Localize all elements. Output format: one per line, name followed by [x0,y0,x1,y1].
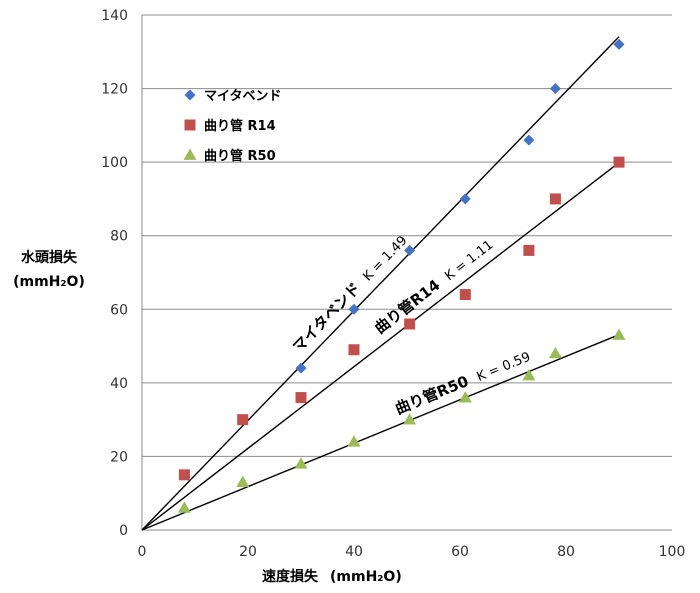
point-s0-5 [549,83,561,95]
point-s2-5 [458,391,472,403]
point-s2-1 [236,475,250,488]
y-tick-label-20: 20 [110,449,128,465]
point-s1-4 [404,318,416,330]
point-s0-2 [404,244,416,256]
legend-label-1: 曲り管 R14 [204,118,276,134]
point-s2-6 [522,369,536,381]
x-tick-label-60: 60 [451,544,469,560]
point-s2-7 [548,346,562,359]
point-s0-0 [295,362,307,374]
fit-line-2 [141,334,620,531]
legend-item-0: マイタベンド [184,89,281,104]
legend-item-2: 曲り管 R50 [183,148,276,164]
point-s2-4 [403,413,417,425]
y-tick-label-40: 40 [110,376,128,392]
x-axis-title-unit: (mmH₂O) [330,569,402,585]
legend-marker-2 [183,148,197,160]
point-s2-0 [177,501,191,513]
legend-marker-0 [184,89,196,101]
point-s1-6 [523,244,535,256]
y-axis-title-line1: 水頭損失 [21,249,78,266]
y-tick-label-140: 140 [101,8,128,24]
point-s1-8 [613,156,625,168]
y-tick-label-60: 60 [110,302,128,318]
x-tick-label-40: 40 [345,544,363,560]
grid-lines [142,14,672,457]
point-s1-0 [178,469,190,481]
y-tick-label-100: 100 [101,155,128,171]
x-tick-label-100: 100 [659,544,686,560]
point-s0-4 [523,134,535,146]
fit-line-1 [141,161,620,531]
data-points [177,38,626,513]
point-s1-2 [295,392,307,404]
point-s1-7 [549,193,561,205]
point-s1-1 [237,414,249,426]
x-tick-label-0: 0 [138,544,147,560]
x-tick-label-20: 20 [239,544,257,560]
y-tick-label-0: 0 [119,523,128,539]
point-s0-1 [348,303,360,315]
legend-label-0: マイタベンド [204,89,281,104]
tick-labels: 0 20 40 60 80 100 120 140 0 20 40 60 80 100 [101,8,685,560]
y-axis-title-line2: (mmH₂O) [13,274,85,290]
fit-line-0 [141,36,620,531]
x-tick-label-80: 80 [557,544,575,560]
point-s2-2 [294,457,308,469]
point-s2-3 [347,435,361,447]
axes [141,15,672,531]
point-s1-5 [459,289,471,301]
point-s1-3 [348,344,360,356]
point-s0-6 [613,38,625,50]
y-tick-label-80: 80 [110,229,128,245]
point-s2-8 [612,328,626,340]
fit-lines [141,36,620,531]
point-s0-3 [459,193,471,205]
x-axis-title-main: 速度損失 [262,568,319,585]
fit-annotation-k-0: K = 1.49 [360,233,410,284]
legend-item-1: 曲り管 R14 [184,118,276,134]
legend-label-2: 曲り管 R50 [204,148,276,164]
legend-marker-1 [184,119,196,131]
y-tick-label-120: 120 [101,82,128,98]
